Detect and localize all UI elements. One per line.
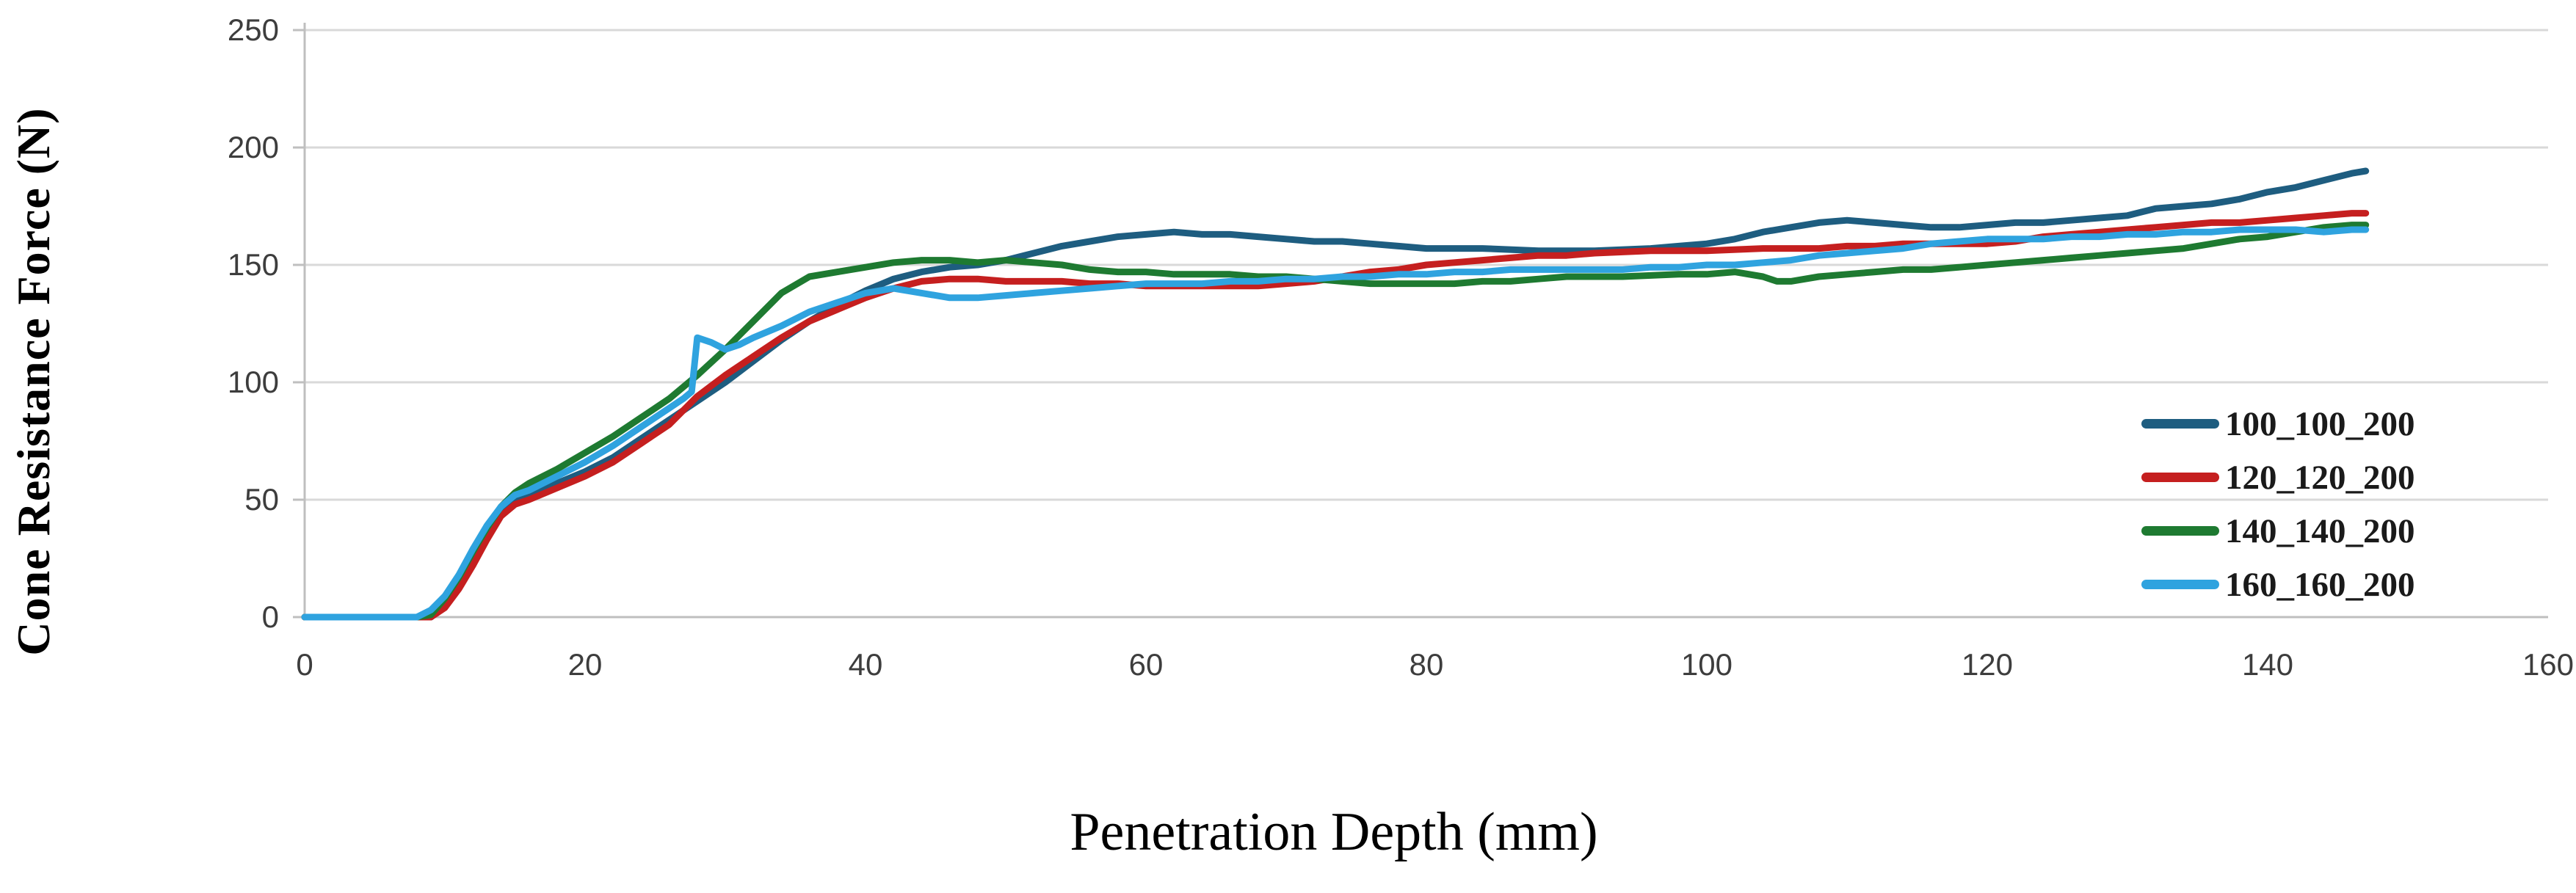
legend-swatch-icon	[2141, 526, 2219, 536]
legend-item-120_120_200: 120_120_200	[2141, 451, 2415, 504]
series-line-140_140_200	[301, 222, 2370, 621]
legend-item-140_140_200: 140_140_200	[2141, 504, 2415, 558]
x-tick-label-100: 100	[1680, 647, 1733, 682]
legend-swatch-icon	[2141, 419, 2219, 429]
y-tick-label-50: 50	[244, 482, 279, 517]
legend-label: 120_120_200	[2225, 458, 2415, 497]
x-tick-label-20: 20	[567, 647, 603, 682]
y-tick-label-0: 0	[261, 599, 279, 634]
series-line-160_160_200	[301, 226, 2370, 621]
x-tick-label-120: 120	[1961, 647, 2014, 682]
legend-label: 100_100_200	[2225, 404, 2415, 443]
y-tick-label-100: 100	[227, 365, 279, 399]
legend-swatch-icon	[2141, 473, 2219, 482]
y-tick-label-150: 150	[227, 247, 279, 282]
y-axis-title: Cone Resistance Force (N)	[7, 107, 59, 656]
legend-item-100_100_200: 100_100_200	[2141, 397, 2415, 451]
legend-item-160_160_200: 160_160_200	[2141, 558, 2415, 611]
x-tick-label-80: 80	[1409, 647, 1444, 682]
legend: 100_100_200 120_120_200 140_140_200 160_160…	[2141, 397, 2415, 611]
legend-label: 140_140_200	[2225, 511, 2415, 550]
x-tick-label-0: 0	[296, 647, 313, 682]
series-line-100_100_200	[301, 167, 2370, 621]
series-line-120_120_200	[301, 210, 2370, 621]
x-tick-label-40: 40	[848, 647, 883, 682]
legend-label: 160_160_200	[2225, 565, 2415, 604]
y-tick-label-200: 200	[227, 130, 279, 164]
x-tick-label-140: 140	[2241, 647, 2294, 682]
x-axis-title: Penetration Depth (mm)	[1070, 802, 1598, 862]
y-tick-label-250: 250	[227, 12, 279, 47]
x-tick-label-160: 160	[2522, 647, 2575, 682]
x-tick-label-60: 60	[1128, 647, 1164, 682]
legend-swatch-icon	[2141, 580, 2219, 589]
